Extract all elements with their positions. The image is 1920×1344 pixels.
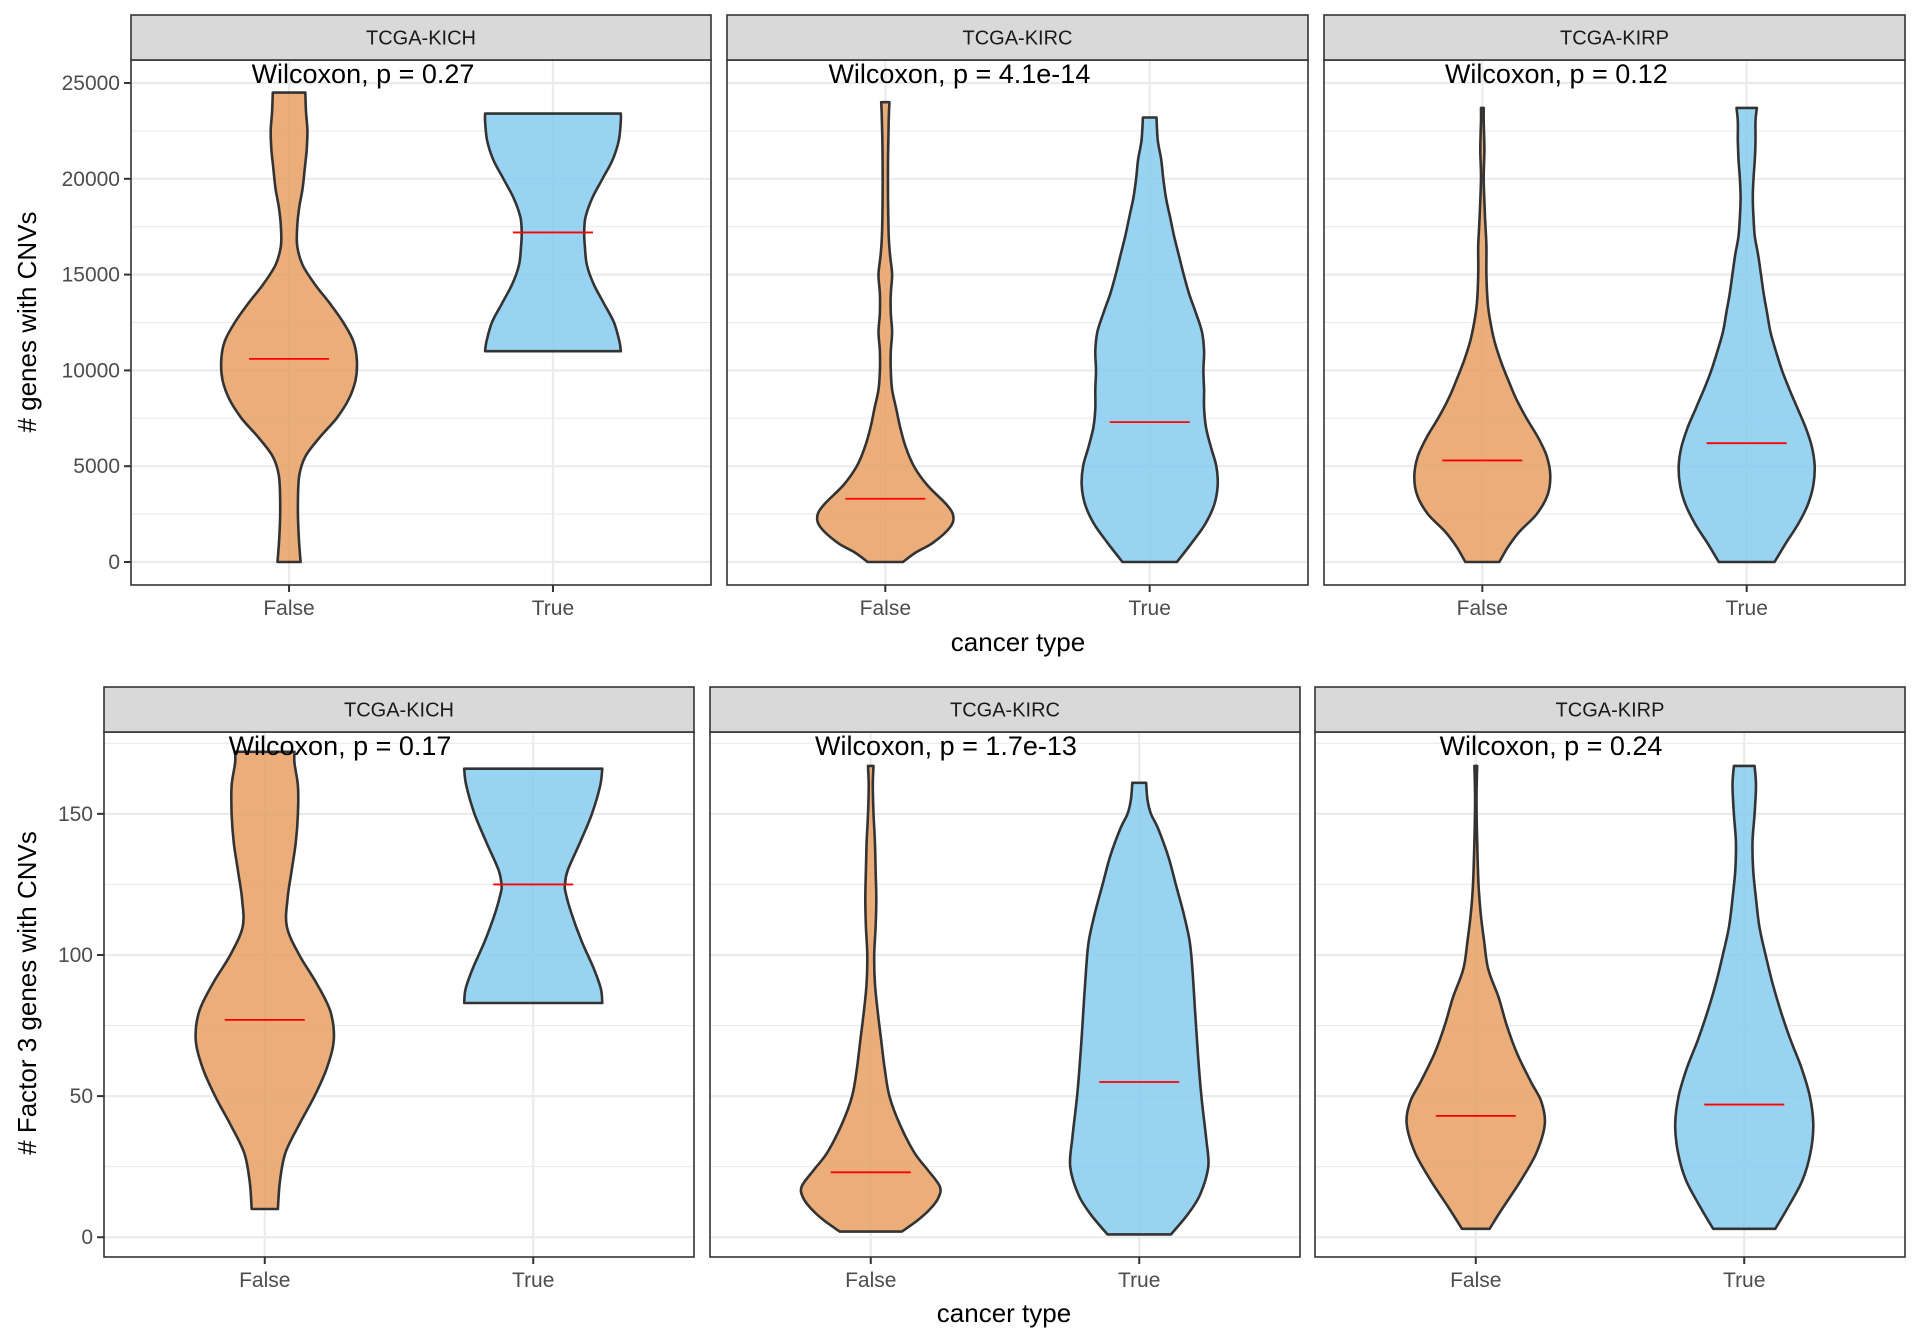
facet-strip xyxy=(130,14,712,61)
top-x-axis-title: cancer type xyxy=(951,627,1085,657)
wilcoxon-annotation: Wilcoxon, p = 0.12 xyxy=(1445,59,1668,89)
x-tick-label: False xyxy=(1457,597,1508,620)
facet-panel-tcga-kich: False True Wilcoxon, p = 0.17 TCGA-KICH xyxy=(103,686,695,1292)
y-tick-label: 25000 xyxy=(62,72,120,95)
facet-strip-label: TCGA-KIRP xyxy=(1556,700,1665,722)
wilcoxon-annotation: Wilcoxon, p = 0.27 xyxy=(252,59,475,89)
facet-strip-label: TCGA-KIRC xyxy=(963,28,1073,50)
x-tick-label: True xyxy=(1725,597,1767,620)
violin-false xyxy=(219,91,359,564)
wilcoxon-annotation: Wilcoxon, p = 0.17 xyxy=(229,731,452,761)
bottom-x-axis-title: cancer type xyxy=(937,1298,1071,1328)
y-tick-label: 5000 xyxy=(73,455,120,478)
facet-panel-tcga-kirp: False True Wilcoxon, p = 0.24 TCGA-KIRP xyxy=(1314,686,1906,1292)
panel-background xyxy=(104,732,694,1257)
panel-background xyxy=(1315,732,1905,1257)
wilcoxon-annotation: Wilcoxon, p = 0.24 xyxy=(1440,731,1663,761)
violin-true xyxy=(462,767,604,1005)
y-tick-label: 100 xyxy=(58,944,93,967)
violin-false xyxy=(1412,106,1552,564)
y-tick-label: 15000 xyxy=(62,264,120,287)
facet-strip xyxy=(1314,686,1906,733)
x-tick-label: False xyxy=(1450,1269,1501,1292)
x-tick-label: True xyxy=(1128,597,1170,620)
x-tick-label: True xyxy=(512,1269,554,1292)
x-tick-label: True xyxy=(1723,1269,1765,1292)
wilcoxon-annotation: Wilcoxon, p = 1.7e-13 xyxy=(815,731,1077,761)
violin-true xyxy=(1068,781,1210,1236)
facet-strip xyxy=(103,686,695,733)
facet-strip xyxy=(709,686,1301,733)
x-tick-label: False xyxy=(845,1269,896,1292)
violin-true xyxy=(1677,106,1817,564)
violin-false xyxy=(1405,764,1547,1231)
facet-strip-label: TCGA-KICH xyxy=(344,700,454,722)
bottom-row-panels: 0 50 100 150 False True Wilcoxon, p = 0.17 TCGA… xyxy=(58,686,1906,1292)
facet-strip-label: TCGA-KIRP xyxy=(1560,28,1669,50)
x-tick-label: False xyxy=(860,597,911,620)
x-tick-label: True xyxy=(1118,1269,1160,1292)
panel-background xyxy=(710,732,1300,1257)
facet-panel-tcga-kirc: False True Wilcoxon, p = 1.7e-13 TCGA-KIRC xyxy=(709,686,1301,1292)
y-tick-label: 0 xyxy=(81,1226,93,1249)
x-tick-label: False xyxy=(239,1269,290,1292)
wilcoxon-annotation: Wilcoxon, p = 4.1e-14 xyxy=(828,59,1090,89)
violin-false xyxy=(799,764,942,1233)
y-tick-label: 150 xyxy=(58,803,93,826)
facet-panel-tcga-kirc: False True Wilcoxon, p = 4.1e-14 TCGA-KIRC xyxy=(726,14,1309,620)
y-tick-label: 50 xyxy=(70,1085,93,1108)
x-tick-label: False xyxy=(263,597,314,620)
bottom-y-axis-title: # Factor 3 genes with CNVs xyxy=(12,831,42,1155)
y-tick-label: 10000 xyxy=(62,359,120,382)
violin-false xyxy=(815,100,955,564)
y-tick-label: 0 xyxy=(108,551,120,574)
facet-strip xyxy=(1323,14,1906,61)
facet-panel-tcga-kich: False True Wilcoxon, p = 0.27 TCGA-KICH xyxy=(130,14,712,620)
facet-panel-tcga-kirp: False True Wilcoxon, p = 0.12 TCGA-KIRP xyxy=(1323,14,1906,620)
violin-true xyxy=(1673,764,1815,1231)
y-tick-label: 20000 xyxy=(62,168,120,191)
violin-true xyxy=(1080,116,1220,564)
facet-strip-label: TCGA-KICH xyxy=(366,28,476,50)
top-y-axis-title: # genes with CNVs xyxy=(12,211,42,432)
x-tick-label: True xyxy=(532,597,574,620)
facet-strip-label: TCGA-KIRC xyxy=(950,700,1060,722)
top-row-panels: 0 5000 10000 15000 20000 25000 False True Wilcox… xyxy=(62,14,1906,620)
facet-strip xyxy=(726,14,1309,61)
violin-false xyxy=(194,750,336,1211)
